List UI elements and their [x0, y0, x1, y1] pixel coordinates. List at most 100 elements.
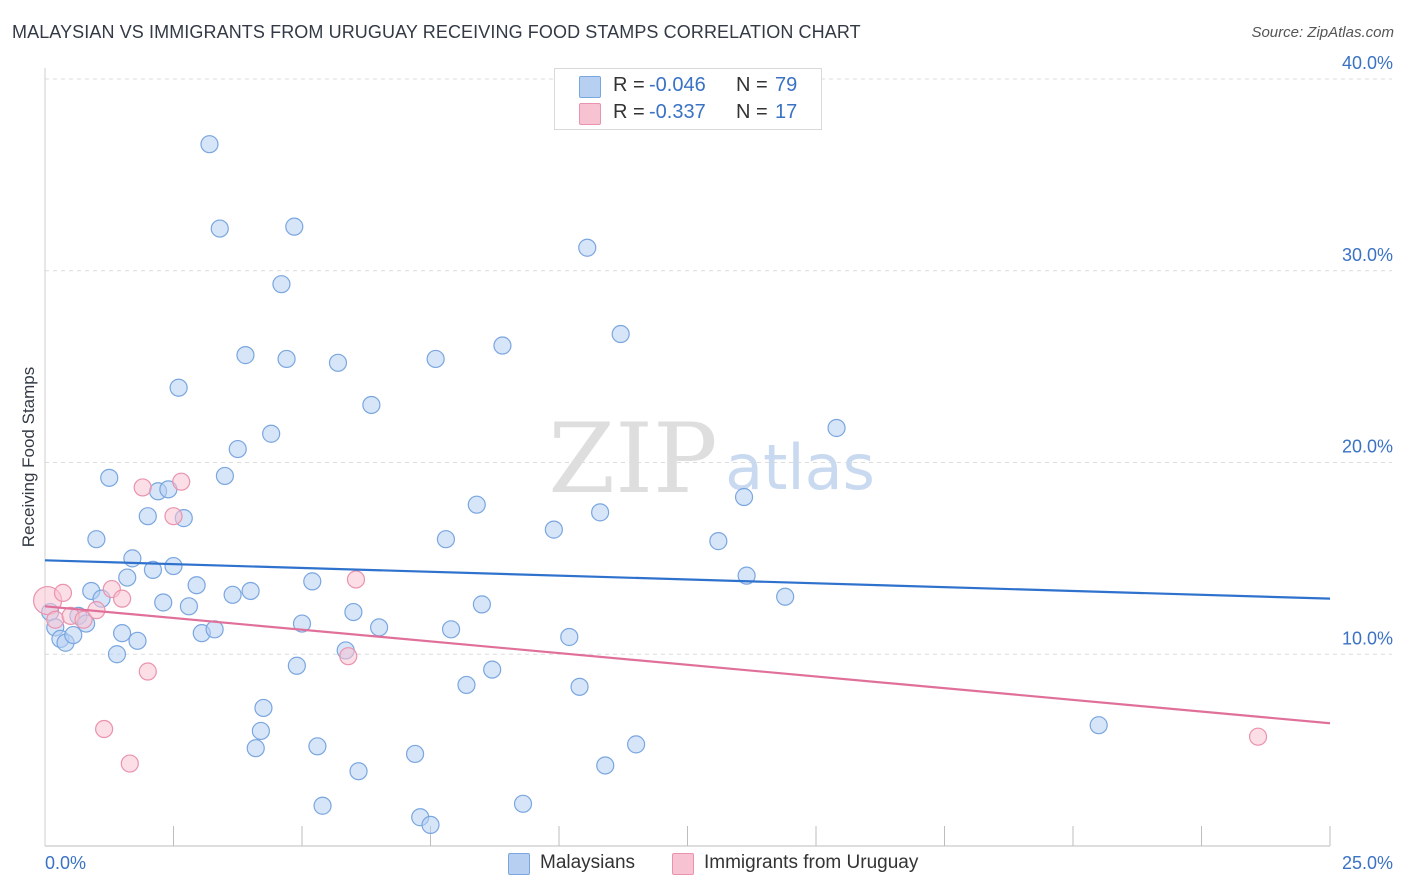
legend-n-label: N = [736, 74, 768, 96]
data-point-malaysians [154, 593, 173, 612]
data-point-malaysians [472, 595, 491, 614]
data-point-uruguay [46, 610, 65, 629]
data-point-malaysians [591, 503, 610, 522]
data-point-malaysians [421, 815, 440, 835]
data-point-malaysians [626, 735, 646, 754]
data-point-malaysians [596, 756, 615, 775]
data-point-malaysians [513, 794, 533, 813]
legend-swatch-pink [579, 103, 601, 125]
legend-swatch-blue [579, 76, 601, 98]
data-point-malaysians [734, 487, 754, 507]
data-point-malaysians [467, 495, 486, 514]
bottom-legend-label-malaysians: Malaysians [540, 852, 636, 873]
data-point-malaysians [737, 566, 756, 585]
data-point-malaysians [544, 520, 563, 539]
gridlines [45, 78, 1392, 655]
data-point-malaysians [272, 275, 291, 294]
data-point-malaysians [254, 698, 273, 718]
data-point-malaysians [313, 796, 332, 815]
legend-n-value: 79 [775, 74, 798, 96]
data-point-malaysians [241, 581, 260, 601]
data-point-malaysians [228, 439, 247, 459]
data-point-malaysians [436, 530, 456, 549]
data-point-malaysians [128, 631, 147, 650]
legend-n-value: 17 [775, 101, 798, 123]
data-point-malaysians [827, 418, 846, 438]
y-tick-label: 20.0% [1342, 437, 1393, 457]
data-point-malaysians [277, 349, 296, 369]
data-point-malaysians [370, 618, 389, 637]
axes [44, 68, 1331, 847]
x-tick-label: 0.0% [45, 853, 86, 873]
watermark: ZIP atlas [548, 403, 875, 515]
data-point-malaysians [709, 532, 728, 551]
data-point-malaysians [100, 468, 119, 487]
data-point-malaysians [246, 739, 265, 758]
bottom-legend-swatch-blue [508, 853, 530, 875]
data-point-malaysians [118, 568, 137, 587]
data-point-malaysians [560, 627, 579, 647]
data-point-malaysians [457, 675, 476, 695]
data-point-malaysians [64, 625, 83, 645]
data-point-malaysians [362, 395, 381, 415]
data-point-malaysians [349, 762, 368, 781]
data-point-malaysians [483, 660, 502, 679]
data-point-malaysians [87, 530, 106, 549]
legend-r-value: -0.046 [649, 74, 706, 96]
watermark-zip: ZIP [548, 403, 717, 515]
data-point-uruguay [53, 583, 73, 602]
data-point-uruguay [172, 472, 191, 491]
data-point-malaysians [164, 556, 183, 576]
data-point-malaysians [405, 744, 425, 764]
data-point-malaysians [292, 614, 312, 633]
data-point-malaysians [1089, 716, 1108, 735]
data-point-malaysians [328, 353, 348, 372]
data-point-uruguay [120, 754, 139, 773]
data-point-malaysians [262, 424, 281, 443]
data-point-malaysians [493, 336, 512, 355]
data-point-malaysians [303, 572, 322, 591]
data-point-uruguay [95, 719, 114, 739]
data-point-malaysians [308, 737, 327, 756]
data-point-malaysians [344, 602, 363, 622]
data-point-uruguay [74, 610, 93, 629]
data-point-malaysians [251, 721, 270, 741]
y-tick-label: 10.0% [1342, 628, 1393, 648]
chart-title: MALAYSIAN VS IMMIGRANTS FROM URUGUAY REC… [12, 22, 861, 42]
data-point-malaysians [441, 620, 461, 639]
x-tick-label: 25.0% [1342, 853, 1393, 873]
data-point-malaysians [123, 549, 142, 568]
legend-r-label: R = [613, 74, 645, 96]
legend-n-label: N = [736, 101, 768, 123]
data-point-malaysians [187, 576, 206, 595]
correlation-legend: R = -0.046 N = 79 R = -0.337 N = 17 [554, 68, 822, 130]
legend-r-value: -0.337 [649, 101, 706, 123]
trend-line-malaysians [44, 559, 1331, 600]
series-uruguay [32, 472, 1268, 773]
trend-line-uruguay [44, 605, 1331, 725]
data-point-uruguay [164, 507, 183, 526]
data-point-malaysians [236, 346, 255, 365]
data-point-uruguay [1248, 727, 1268, 746]
data-point-malaysians [107, 645, 127, 664]
data-point-uruguay [339, 647, 358, 666]
data-point-malaysians [611, 324, 630, 344]
data-point-malaysians [578, 238, 597, 257]
data-point-malaysians [179, 597, 199, 616]
tick-labels: 10.0% 20.0% 30.0% 40.0% 0.0% 25.0% [45, 53, 1393, 873]
data-point-malaysians [776, 587, 795, 606]
y-tick-label: 30.0% [1342, 245, 1393, 265]
data-point-malaysians [143, 560, 163, 579]
data-point-malaysians [215, 466, 234, 486]
trend-lines [44, 559, 1331, 725]
data-point-malaysians [112, 624, 132, 643]
bottom-legend-swatch-pink [672, 853, 694, 875]
legend-r-label: R = [613, 101, 645, 123]
data-point-uruguay [112, 589, 132, 608]
y-tick-label: 40.0% [1342, 53, 1393, 73]
data-point-malaysians [138, 507, 157, 526]
data-point-malaysians [287, 656, 306, 675]
data-point-malaysians [285, 217, 304, 236]
data-point-malaysians [200, 135, 219, 154]
